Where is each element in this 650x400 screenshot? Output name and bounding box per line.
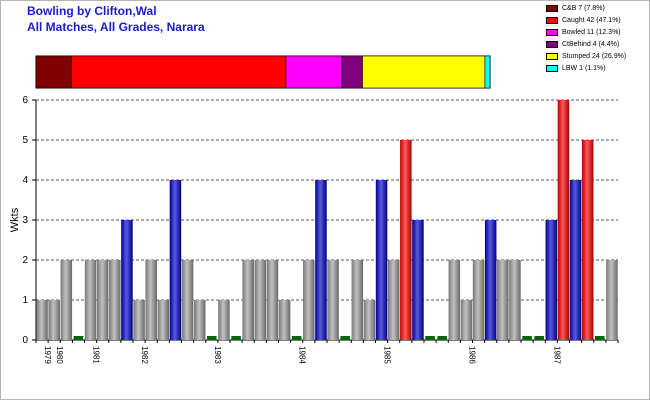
legend-label: Caught 42 (47.1%) — [562, 17, 621, 24]
bar — [606, 260, 618, 340]
bar — [509, 260, 521, 340]
legend-item: Bowled 11 (12.3%) — [544, 28, 648, 39]
dismissal-segment — [484, 55, 491, 89]
bar — [522, 336, 532, 340]
legend-swatch — [546, 17, 558, 24]
bar — [437, 336, 447, 340]
x-tick-label: 1984 — [298, 346, 307, 364]
bar — [448, 260, 461, 340]
bar — [557, 100, 570, 340]
y-tick-label: 2 — [22, 255, 28, 266]
legend: C&B 7 (7.8%) Caught 42 (47.1%) Bowled 11 (… — [544, 4, 648, 76]
chart-subtitle: All Matches, All Grades, Narara — [27, 20, 205, 34]
bar — [581, 140, 594, 340]
bar — [484, 220, 497, 340]
bar — [460, 300, 473, 340]
x-tick-label: 1980 — [55, 346, 64, 364]
bar — [351, 260, 364, 340]
y-tick-label: 3 — [22, 215, 28, 226]
legend-swatch — [546, 29, 558, 36]
x-tick-label: 1979 — [43, 346, 52, 364]
bar — [327, 260, 339, 340]
bar — [497, 260, 509, 340]
bar — [84, 260, 97, 340]
legend-label: Stumped 24 (26.9%) — [562, 53, 627, 60]
dismissal-segment — [362, 55, 486, 89]
bar — [109, 260, 121, 340]
bar — [231, 336, 241, 340]
y-tick-label: 1 — [22, 295, 28, 306]
bar — [315, 180, 327, 340]
legend-item: Caught 42 (47.1%) — [544, 16, 648, 27]
bar — [121, 220, 133, 340]
bar — [218, 300, 230, 340]
x-tick-label: 1987 — [552, 346, 561, 364]
bar — [48, 300, 60, 340]
bar — [534, 336, 544, 340]
bar — [375, 180, 388, 340]
y-tick-label: 4 — [22, 175, 28, 186]
x-tick-label: 1982 — [140, 346, 149, 364]
bar — [595, 336, 605, 340]
x-tick-label: 1981 — [92, 346, 101, 364]
x-tick-label: 1986 — [467, 346, 476, 364]
legend-item: Stumped 24 (26.9%) — [544, 52, 648, 63]
bar — [207, 336, 217, 340]
bar — [36, 300, 48, 340]
legend-label: LBW 1 (1.1%) — [562, 65, 606, 72]
y-axis-label: Wkts — [9, 207, 21, 232]
x-tick-label: 1985 — [383, 346, 392, 364]
bar — [145, 260, 157, 340]
bar — [400, 140, 412, 340]
bar — [157, 300, 170, 340]
bar — [169, 180, 182, 340]
bar — [545, 220, 558, 340]
bar — [96, 260, 109, 340]
bar — [254, 260, 267, 340]
x-tick-label: 1983 — [213, 346, 222, 364]
bar — [363, 300, 376, 340]
dismissal-segment — [71, 55, 287, 89]
bar — [291, 336, 302, 340]
bar — [569, 180, 582, 340]
dismissal-segment — [341, 55, 363, 89]
legend-swatch — [546, 41, 558, 48]
bar — [266, 260, 279, 340]
bar — [181, 260, 194, 340]
dismissal-segment — [35, 55, 73, 89]
legend-item: C&B 7 (7.8%) — [544, 4, 648, 15]
bar — [472, 260, 485, 340]
bar — [73, 336, 84, 340]
y-tick-label: 6 — [22, 95, 28, 106]
legend-label: CtBehind 4 (4.4%) — [562, 41, 620, 48]
y-tick-label: 5 — [22, 135, 28, 146]
y-tick-label: 0 — [22, 335, 28, 346]
bar — [193, 300, 206, 340]
bar — [242, 260, 254, 340]
bar — [425, 336, 435, 340]
bar — [133, 300, 145, 340]
bar — [340, 336, 350, 340]
legend-swatch — [546, 53, 558, 60]
chart-title: Bowling by Clifton,Wal — [27, 4, 157, 18]
legend-item: LBW 1 (1.1%) — [544, 64, 648, 75]
legend-item: CtBehind 4 (4.4%) — [544, 40, 648, 51]
legend-label: C&B 7 (7.8%) — [562, 5, 605, 12]
legend-label: Bowled 11 (12.3%) — [562, 29, 621, 36]
bar — [412, 220, 424, 340]
legend-swatch — [546, 5, 558, 12]
legend-swatch — [546, 65, 558, 72]
bar — [387, 260, 400, 340]
bar — [60, 260, 73, 340]
bar — [303, 260, 315, 340]
bar — [278, 300, 291, 340]
dismissal-segment — [285, 55, 343, 89]
